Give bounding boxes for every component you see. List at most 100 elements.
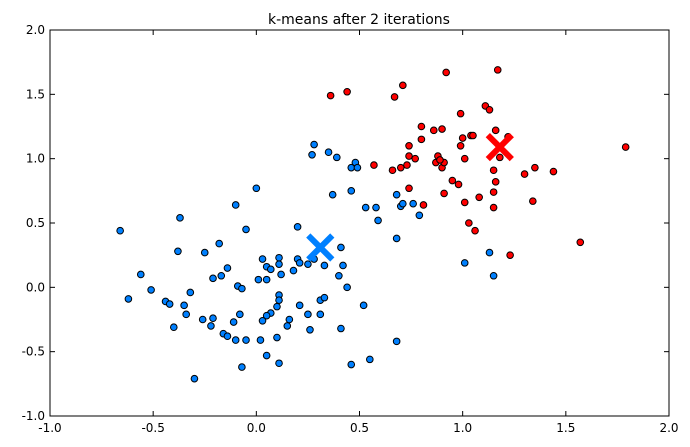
data-point <box>328 190 337 199</box>
data-point <box>353 163 362 172</box>
data-point <box>200 248 209 257</box>
data-point <box>231 201 240 209</box>
data-point <box>176 214 184 222</box>
data-point <box>442 68 450 77</box>
x-tick-label: 0.5 <box>350 421 369 435</box>
data-point <box>262 311 271 320</box>
data-point <box>388 166 397 175</box>
x-tick-label: 0.0 <box>247 421 266 435</box>
data-point <box>489 203 498 212</box>
data-point <box>275 253 283 262</box>
data-point <box>124 295 133 303</box>
data-point <box>456 109 465 118</box>
data-point <box>396 163 405 172</box>
data-point <box>165 300 174 308</box>
data-point <box>399 81 407 90</box>
centroid-marker <box>485 132 514 162</box>
data-point <box>489 271 498 280</box>
data-point <box>223 264 232 272</box>
points-layer <box>116 66 630 383</box>
data-point <box>256 336 265 344</box>
data-point <box>277 270 285 279</box>
data-point <box>465 219 473 227</box>
data-point <box>209 274 217 283</box>
data-point <box>215 239 223 248</box>
data-point <box>242 225 250 234</box>
data-point <box>469 131 477 140</box>
data-point <box>304 310 312 319</box>
data-point <box>347 187 356 195</box>
data-point <box>116 226 124 235</box>
data-point <box>324 148 333 157</box>
data-point <box>403 161 411 169</box>
data-point <box>223 332 232 341</box>
data-point <box>458 134 467 142</box>
data-point <box>304 260 312 268</box>
data-point <box>390 93 399 101</box>
data-point <box>343 87 351 96</box>
data-point <box>262 351 271 360</box>
data-point <box>415 211 424 220</box>
data-point <box>289 266 298 275</box>
data-point <box>460 259 469 267</box>
x-tick-label: -1.0 <box>38 421 61 435</box>
data-point <box>456 142 465 150</box>
data-point <box>489 166 498 175</box>
y-tick-label: 0.5 <box>26 216 45 230</box>
data-point <box>295 259 304 267</box>
data-point <box>252 184 261 193</box>
data-point <box>460 154 469 163</box>
data-point <box>238 284 246 293</box>
axis-ticks: -1.0 -0.5 0.0 0.5 1.0 1.5 2.0 -1.0 -0.5 0.0 0.5 1.0… <box>22 23 679 435</box>
data-point <box>529 197 537 205</box>
data-point <box>209 314 217 323</box>
centroid-marker <box>306 233 335 262</box>
data-point <box>326 91 335 100</box>
data-point <box>258 316 267 325</box>
plot-frame <box>49 29 670 417</box>
data-point <box>374 216 382 225</box>
data-point <box>339 261 347 270</box>
y-tick-label: 1.5 <box>26 87 45 101</box>
data-point <box>308 151 316 159</box>
data-point <box>333 153 341 162</box>
data-point <box>306 325 314 334</box>
data-point <box>621 143 630 151</box>
data-point <box>273 302 281 311</box>
data-point <box>242 336 250 344</box>
data-point <box>531 163 539 172</box>
data-point <box>217 271 226 280</box>
data-point <box>489 188 498 196</box>
data-point <box>392 337 401 346</box>
data-point <box>485 248 494 257</box>
y-tick-label: -1.0 <box>22 409 45 423</box>
data-point <box>262 275 271 284</box>
data-point <box>266 265 275 274</box>
data-point <box>429 126 438 135</box>
data-point <box>347 360 356 369</box>
data-point <box>438 125 446 133</box>
data-point <box>475 193 483 202</box>
data-point <box>520 170 529 178</box>
data-point <box>359 301 368 310</box>
data-point <box>392 190 401 199</box>
y-tick-label: -0.5 <box>22 345 45 359</box>
data-point <box>136 270 145 279</box>
data-point <box>436 156 444 164</box>
data-point <box>238 363 246 371</box>
data-point <box>275 260 283 268</box>
data-point <box>254 275 263 284</box>
y-tick-label: 0.0 <box>26 280 45 294</box>
data-point <box>405 142 413 150</box>
data-point <box>229 318 238 326</box>
data-point <box>361 203 370 212</box>
data-point <box>182 310 190 319</box>
data-point <box>180 301 188 310</box>
data-point <box>454 180 463 189</box>
data-point <box>190 374 199 383</box>
data-point <box>405 152 413 160</box>
y-tick-label: 1.0 <box>26 152 45 166</box>
data-point <box>366 355 374 364</box>
data-point <box>310 140 318 149</box>
data-point <box>343 283 351 292</box>
